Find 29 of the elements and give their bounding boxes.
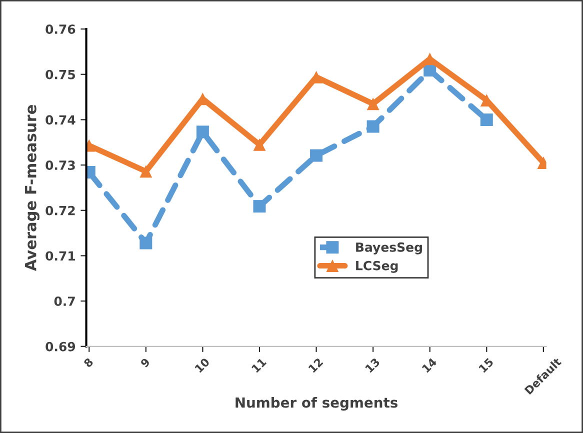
point [253, 138, 266, 151]
x-tick-label: 14 [422, 357, 438, 373]
x-tick-label: 9 [140, 357, 150, 368]
point [366, 120, 380, 133]
point [253, 200, 266, 213]
point [366, 98, 380, 110]
point [140, 236, 152, 250]
y-tick-label: 0.76 [46, 24, 76, 34]
y-tick-label: 0.7 [54, 296, 75, 306]
x-tick-label: 15 [478, 358, 494, 373]
point [196, 126, 209, 138]
x-tick-label: 13 [364, 358, 380, 373]
legend-label: LCSeg [356, 260, 398, 273]
x-tick-label: 12 [308, 358, 324, 373]
x-tick-label: 10 [194, 357, 210, 373]
y-tick-label: 0.72 [46, 206, 75, 216]
x-tick-label: 11 [251, 358, 267, 373]
x-axis-title: Number of segments [236, 397, 398, 411]
y-tick-label: 0.74 [46, 115, 76, 125]
x-tick-label: 8 [83, 357, 94, 368]
y-axis-title: Average F-measure [25, 105, 40, 272]
legend-label: BayesSeg [356, 242, 422, 254]
y-tick-label: 0.71 [46, 251, 76, 261]
y-tick-label: 0.75 [46, 70, 75, 80]
point [140, 165, 152, 178]
point [310, 149, 323, 162]
point [480, 113, 493, 126]
y-tick-label: 0.73 [46, 160, 75, 170]
y-tick-label: 0.69 [46, 342, 76, 352]
